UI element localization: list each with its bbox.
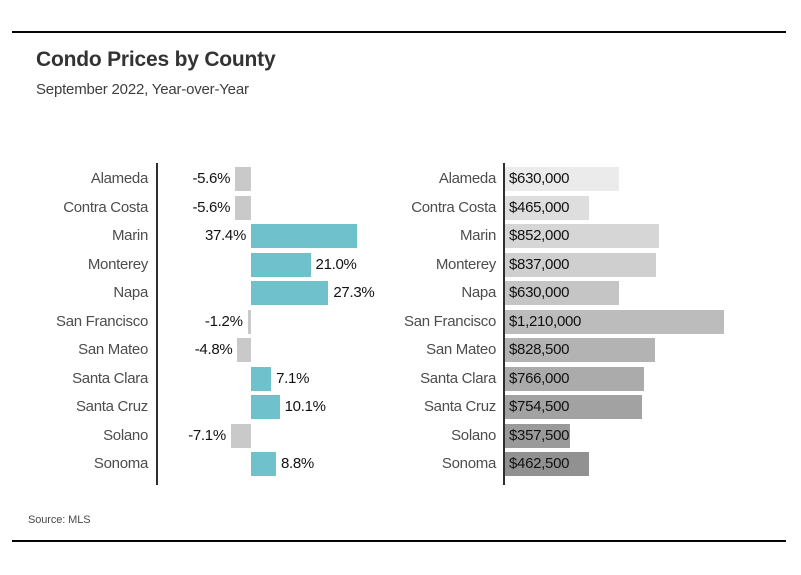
category-label: Alameda [90, 170, 148, 187]
chart-title: Condo Prices by County [36, 48, 276, 71]
value-label: $630,000 [509, 284, 570, 301]
category-label: Contra Costa [63, 198, 148, 216]
price-bar [505, 252, 657, 277]
value-label: $837,000 [509, 255, 570, 273]
value-label: $462,500 [509, 455, 570, 472]
category-label: Monterey [435, 255, 496, 273]
yoy-axis-line [156, 163, 158, 485]
yoy-bar [251, 366, 272, 391]
category-label: Sonoma [441, 455, 496, 472]
price-bar [505, 366, 644, 391]
price-bar [505, 309, 724, 334]
price-bar [505, 423, 570, 448]
value-label: $766,000 [509, 369, 570, 387]
category-label: Napa [461, 284, 496, 301]
value-label: -5.6% [192, 198, 231, 216]
value-label: 8.8% [280, 455, 314, 472]
value-label: $465,000 [509, 198, 570, 216]
yoy-bar [251, 252, 311, 277]
category-label: Santa Cruz [423, 398, 496, 415]
price-bar [505, 167, 620, 191]
value-label: 10.1% [284, 398, 326, 415]
category-label: Santa Clara [72, 369, 148, 387]
price-bar [505, 452, 589, 476]
yoy-bar [235, 167, 251, 191]
category-label: Solano [103, 426, 148, 444]
value-label: $357,500 [509, 426, 570, 444]
yoy-bar [247, 309, 251, 334]
category-label: Alameda [438, 170, 496, 187]
value-label: -7.1% [188, 426, 226, 444]
category-label: Monterey [87, 255, 148, 273]
category-label: Marin [111, 227, 148, 244]
value-label: 27.3% [333, 284, 375, 301]
yoy-bar [237, 338, 251, 362]
value-label: $630,000 [509, 170, 570, 187]
value-label: $1,210,000 [509, 312, 582, 330]
value-label: -1.2% [204, 312, 243, 330]
chart-subtitle: September 2022, Year-over-Year [36, 81, 249, 98]
value-label: -5.6% [192, 170, 231, 187]
category-label: Napa [113, 284, 148, 301]
yoy-bar [235, 195, 251, 220]
category-label: Santa Clara [420, 369, 496, 387]
category-label: San Mateo [78, 341, 148, 358]
value-label: -4.8% [194, 341, 233, 358]
price-bar [505, 395, 642, 419]
price-axis-line [503, 163, 505, 485]
value-label: 37.4% [204, 227, 246, 244]
category-label: Marin [459, 227, 496, 244]
yoy-bar [251, 452, 276, 476]
category-label: San Francisco [404, 312, 496, 330]
yoy-bar [251, 224, 358, 248]
price-bar [505, 224, 660, 248]
value-label: 7.1% [276, 369, 310, 387]
value-label: 21.0% [315, 255, 357, 273]
price-bar [505, 338, 655, 362]
price-bar [505, 281, 620, 305]
category-label: Solano [451, 426, 496, 444]
source-note: Source: MLS [28, 514, 91, 526]
category-label: Santa Cruz [75, 398, 148, 415]
category-label: Sonoma [93, 455, 148, 472]
value-label: $828,500 [509, 341, 570, 358]
yoy-bar [251, 395, 280, 419]
price-bar [505, 195, 590, 220]
value-label: $754,500 [509, 398, 570, 415]
value-label: $852,000 [509, 227, 570, 244]
category-label: San Mateo [426, 341, 496, 358]
yoy-bar [230, 423, 251, 448]
category-label: San Francisco [56, 312, 148, 330]
category-label: Contra Costa [411, 198, 496, 216]
bottom-rule [12, 540, 786, 542]
top-rule [12, 31, 786, 33]
yoy-bar [251, 281, 329, 305]
